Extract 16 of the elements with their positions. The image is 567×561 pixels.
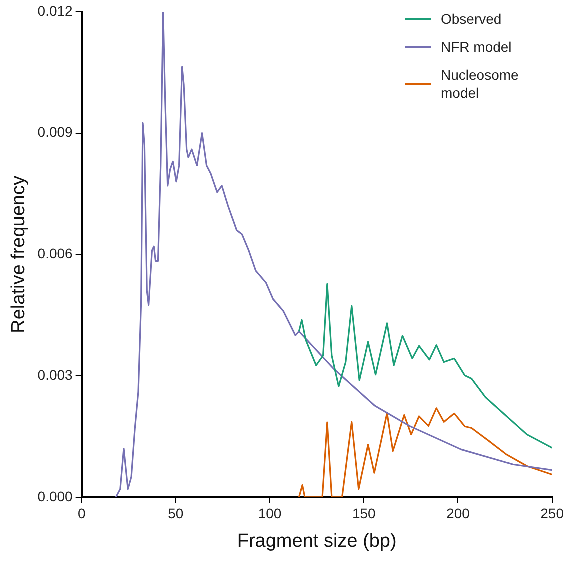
x-tick-label: 100 [258,506,282,522]
x-tick-label: 50 [168,506,184,522]
legend-label: Nucleosome model [441,66,520,102]
y-tick-label: 0.003 [38,366,74,383]
x-tick-label: 0 [78,506,86,522]
x-tick-label: 250 [540,506,564,522]
y-tick-label: 0.006 [38,246,74,262]
legend-label: Observed [441,10,503,28]
y-axis-title: Relative frequency [8,176,30,334]
y-tick-label: 0.009 [38,124,74,140]
y-tick-label: 0.012 [38,2,74,19]
legend-label: NFR model [441,38,513,56]
x-axis-title: Fragment size (bp) [237,530,397,552]
x-tick-label: 200 [446,506,470,522]
y-tick-label: 0.000 [38,488,74,504]
x-tick-label: 150 [352,506,376,522]
